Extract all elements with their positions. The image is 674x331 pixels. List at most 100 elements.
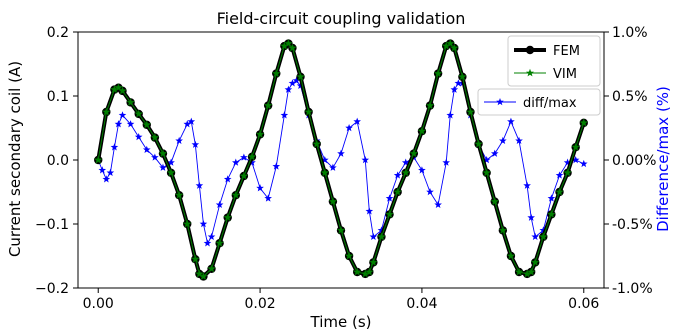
- diff-point: [393, 171, 402, 179]
- vim-point: [198, 271, 208, 281]
- diff-point: [187, 117, 196, 125]
- diff-point: [232, 158, 240, 166]
- series-vim: [93, 38, 589, 281]
- vim-point: [514, 267, 524, 276]
- diff-point: [531, 232, 540, 241]
- vim-point: [247, 152, 257, 161]
- vim-point: [526, 267, 536, 276]
- diff-point: [329, 163, 337, 171]
- vim-point: [579, 118, 589, 127]
- diff-point: [365, 207, 374, 215]
- diff-point: [321, 156, 329, 164]
- legend-right-axis: diff/max: [477, 88, 601, 116]
- vim-point: [490, 196, 500, 206]
- x-tick-label: 0.04: [406, 296, 437, 312]
- diff-point: [434, 200, 442, 209]
- vim-point: [295, 72, 306, 81]
- diff-point: [167, 158, 175, 166]
- diff-point: [203, 239, 212, 247]
- axes: 0.00 0.02 0.04 0.06 −0.2 −0.1 0.0 0.1 0.2 -1.0% -0…: [35, 25, 656, 312]
- x-tick-label: 0.00: [83, 296, 114, 312]
- diff-point: [191, 140, 200, 148]
- diff-point: [175, 136, 183, 145]
- vim-point: [101, 107, 111, 116]
- vim-point: [142, 120, 152, 129]
- diff-point: [110, 143, 119, 151]
- vim-point: [465, 107, 476, 116]
- legend: FEM VIM diff/max: [477, 35, 601, 116]
- vim-point: [433, 68, 443, 78]
- diff-point: [102, 175, 111, 183]
- diff-point: [118, 111, 127, 119]
- diff-point: [280, 111, 289, 119]
- y-tick-label: −0.1: [35, 217, 69, 233]
- diff-point: [377, 226, 386, 234]
- vim-point: [328, 196, 338, 206]
- diff-point: [284, 85, 293, 93]
- diff-point: [248, 158, 256, 166]
- diff-point: [151, 153, 159, 161]
- vim-point: [271, 68, 281, 78]
- diff-point: [114, 120, 123, 128]
- diff-point: [555, 171, 564, 179]
- diff-point: [401, 158, 410, 166]
- diff-point: [507, 117, 515, 125]
- diff-point: [272, 162, 281, 170]
- x-tick-label: 0.06: [568, 296, 599, 312]
- y-tick-label: 0.2: [47, 25, 69, 41]
- vim-point: [239, 171, 249, 180]
- diff-point: [256, 184, 264, 192]
- y-tick-label: 0.1: [47, 89, 69, 105]
- vim-point: [482, 168, 492, 177]
- vim-point: [312, 139, 322, 148]
- vim-point: [546, 209, 556, 219]
- y2-tick-label: -0.5%: [612, 217, 653, 233]
- diff-point: [369, 232, 378, 241]
- vim-point: [352, 267, 362, 276]
- diff-point: [442, 158, 450, 166]
- diff-point: [563, 158, 572, 166]
- diff-point: [126, 120, 135, 128]
- diff-point: [159, 163, 167, 171]
- vim-point: [134, 109, 144, 118]
- diff-point: [418, 166, 426, 174]
- diff-point: [264, 194, 272, 202]
- vim-point: [126, 97, 136, 107]
- diff-point: [490, 149, 499, 157]
- vim-point: [368, 257, 378, 267]
- vim-point: [206, 264, 217, 273]
- diff-point: [539, 226, 548, 234]
- diff-point: [499, 136, 507, 145]
- diff-point: [579, 159, 588, 168]
- diff-point: [523, 181, 531, 189]
- vim-point: [571, 142, 581, 152]
- diff-point: [547, 194, 556, 202]
- diff-point: [482, 156, 491, 164]
- y2-tick-label: 0.00%: [612, 153, 656, 169]
- diff-point: [527, 213, 535, 221]
- vim-point: [506, 251, 516, 260]
- vim-point: [336, 225, 346, 235]
- x-axis-label: Time (s): [310, 313, 372, 331]
- legend-diff-marker: [496, 98, 504, 106]
- vim-point: [401, 168, 411, 177]
- legend-vim-label: VIM: [553, 67, 577, 82]
- diff-point: [292, 76, 301, 84]
- vim-point: [194, 269, 204, 278]
- vim-point: [417, 126, 427, 136]
- vim-point: [530, 257, 540, 267]
- vim-point: [474, 139, 484, 148]
- diff-point: [106, 168, 115, 177]
- diff-point: [446, 111, 455, 119]
- diff-point: [240, 153, 248, 161]
- diff-point: [199, 220, 208, 228]
- diff-point: [454, 79, 463, 87]
- diff-point: [515, 136, 523, 145]
- vim-point: [554, 187, 565, 196]
- diff-point: [288, 79, 297, 87]
- vim-point: [174, 190, 184, 200]
- vim-point: [376, 232, 387, 241]
- chart-title: Field-circuit coupling validation: [217, 9, 466, 28]
- diff-point: [207, 232, 216, 241]
